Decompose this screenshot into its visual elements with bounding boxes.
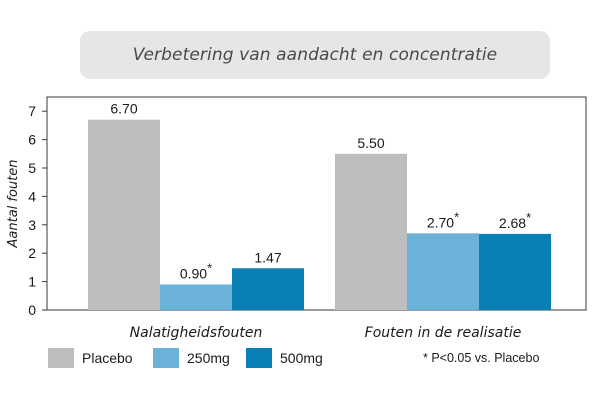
category-label: Fouten in de realisatie — [365, 325, 522, 341]
data-label: 6.70 — [110, 101, 137, 117]
y-tick-label: 3 — [28, 217, 36, 233]
legend-label-placebo: Placebo — [82, 350, 133, 366]
y-tick-label: 0 — [28, 302, 36, 318]
data-label: 2.68* — [499, 210, 531, 231]
legend-swatch-placebo — [48, 348, 74, 368]
plot-frame — [46, 96, 587, 311]
bar-placebo-1 — [88, 119, 160, 310]
legend-label-250mg: 250mg — [187, 350, 230, 366]
legend-swatch-250mg — [153, 348, 179, 368]
data-label: 1.47 — [254, 249, 281, 265]
significance-footnote: * P<0.05 vs. Placebo — [423, 351, 540, 365]
legend-swatch-500mg — [246, 348, 272, 368]
data-label: 5.50 — [357, 135, 384, 151]
y-tick-label: 4 — [28, 188, 36, 204]
y-tick-label: 1 — [28, 274, 36, 290]
data-label: 2.70* — [427, 209, 459, 230]
bar-500mg-1 — [232, 268, 304, 310]
y-tick-label: 7 — [28, 103, 36, 119]
chart-title-box: Verbetering van aandacht en concentratie — [80, 31, 550, 79]
bar-250mg-1 — [160, 284, 232, 310]
legend: Placebo 250mg 500mg * P<0.05 vs. Placebo — [48, 344, 568, 372]
bar-placebo-2 — [335, 153, 407, 310]
legend-label-500mg: 500mg — [280, 350, 323, 366]
data-label: 0.90* — [180, 260, 212, 281]
legend-item-placebo: Placebo — [48, 348, 133, 368]
category-label: Nalatigheidsfouten — [130, 325, 263, 341]
bar-500mg-2 — [479, 233, 551, 310]
y-tick-label: 5 — [28, 160, 36, 176]
legend-item-250mg: 250mg — [153, 348, 230, 368]
y-tick-label: 2 — [28, 245, 36, 261]
legend-item-500mg: 500mg — [246, 348, 323, 368]
bar-250mg-2 — [407, 233, 479, 310]
y-tick-label: 6 — [28, 132, 36, 148]
y-axis-label: Aantal fouten — [6, 159, 21, 248]
chart-title: Verbetering van aandacht en concentratie — [132, 45, 498, 65]
